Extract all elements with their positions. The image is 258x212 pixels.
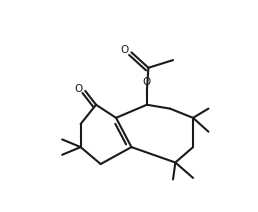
Text: O: O xyxy=(143,77,151,87)
Text: O: O xyxy=(120,45,128,55)
Text: O: O xyxy=(74,84,82,93)
